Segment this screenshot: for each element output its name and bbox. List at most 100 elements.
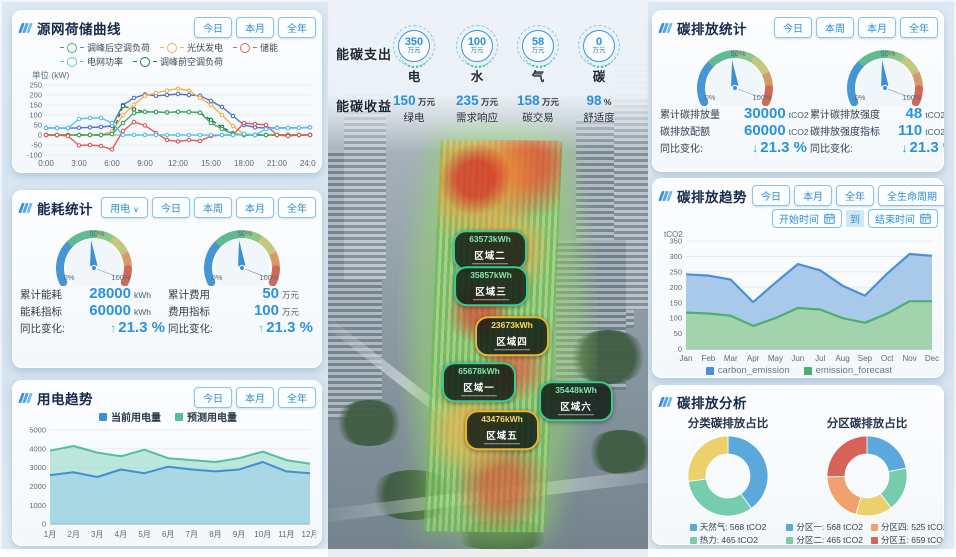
expense-label: 能碳支出 <box>336 47 393 62</box>
svg-text:0: 0 <box>678 345 682 354</box>
panel-title-icon <box>658 397 673 407</box>
panel-carbon-trend: 碳排放趋势 今日 本月 全年 全生命周期 开始时间 到 结束时间 tCO2 350 300… <box>652 178 944 378</box>
filter-button-今日[interactable]: 今日 <box>194 387 232 408</box>
end-date-input[interactable]: 结束时间 <box>868 209 938 228</box>
legend-item-分区五[interactable]: 分区五: 659 tCO2 <box>871 534 944 545</box>
svg-text:Sep: Sep <box>858 354 873 363</box>
filter-button-全年[interactable]: 全年 <box>278 197 316 218</box>
start-date-input[interactable]: 开始时间 <box>772 209 842 228</box>
legend-item-天然气[interactable]: 天然气: 568 tCO2 <box>689 521 766 533</box>
expense-circle-水: 100 万元 <box>455 25 499 70</box>
panel-power-trend: 用电趋势 今日 本月 全年 当前用电量 预测用电量 5000 4000 3000 2000 1… <box>12 380 322 546</box>
panel-title-icon <box>18 392 33 403</box>
panel-title: 源网荷储曲线 <box>37 21 121 37</box>
stat-row: 累计能耗 28000 kWh <box>20 285 151 302</box>
donut-chart <box>687 435 769 517</box>
time-filter-buttons: 今日 本月 全年 <box>194 387 316 408</box>
gauge-1: 50% 0% 100% 累计费用 50 万元 费用指标 100 万元 同比变化: ↑ 21.3 % <box>168 220 316 337</box>
income-item-碳交易: 158 万元 碳交易 <box>517 93 559 124</box>
legend-item-光伏发电[interactable]: 光伏发电 <box>160 41 223 54</box>
svg-text:9月: 9月 <box>233 530 245 539</box>
svg-text:Nov: Nov <box>903 354 917 363</box>
panel-title: 碳排放趋势 <box>677 189 747 205</box>
legend-item-调峰前空调负荷[interactable]: 调峰前空调负荷 <box>133 55 223 68</box>
filter-button-本月[interactable]: 本月 <box>858 17 896 38</box>
svg-text:tCO2: tCO2 <box>664 230 683 239</box>
legend-item-调峰后空调负荷[interactable]: 调峰后空调负荷 <box>60 41 150 54</box>
trees <box>334 400 404 446</box>
svg-text:0%: 0% <box>212 273 223 282</box>
panel-carbon-stats: 碳排放统计 今日 本周 本月 全年 50% 0% 100% 累计碳排放量 30000 tCO2 碳… <box>652 10 944 172</box>
svg-text:2月: 2月 <box>67 530 79 539</box>
zone-chip-区域二[interactable]: 63573kWh 区域二 <box>453 230 527 270</box>
svg-text:Dec: Dec <box>925 354 939 363</box>
svg-text:3月: 3月 <box>91 530 103 539</box>
svg-text:May: May <box>768 354 783 363</box>
panel-title-icon <box>658 190 673 201</box>
zone-chip-区域六[interactable]: 35448kWh 区域六 <box>539 381 613 421</box>
trend-down-icon: ↓ <box>752 141 759 155</box>
chart-legend: 调峰后空调负荷 光伏发电 储能电网功率 调峰前空调负荷 <box>60 41 316 68</box>
date-range-row: 开始时间 到 结束时间 <box>660 209 938 228</box>
filter-button-本月[interactable]: 本月 <box>236 17 274 38</box>
calendar-icon <box>920 213 931 224</box>
legend-item-预测用电量[interactable]: 预测用电量 <box>175 409 237 424</box>
zone-chip-区域五[interactable]: 43476kWh 区域五 <box>465 410 539 450</box>
yoy-change-row: 同比变化: ↑ 21.3 % <box>168 319 313 336</box>
filter-button-今日[interactable]: 今日 <box>774 17 812 38</box>
filter-button-全年[interactable]: 全年 <box>836 185 874 206</box>
svg-text:5000: 5000 <box>29 426 46 435</box>
time-filter-buttons: 今日 本周 本月 全年 <box>774 17 938 38</box>
expense-circle-气: 58 万元 <box>516 25 560 70</box>
svg-text:100%: 100% <box>111 273 131 282</box>
trees <box>586 430 648 474</box>
expense-category-label: 气 <box>531 70 545 84</box>
filter-button-全年[interactable]: 全年 <box>900 17 938 38</box>
zone-chip-区域四[interactable]: 23673kWh 区域四 <box>475 316 549 356</box>
legend-item-分区一[interactable]: 分区一: 568 tCO2 <box>786 521 863 533</box>
legend-item-当前用电量[interactable]: 当前用电量 <box>99 409 161 424</box>
legend-item-分区二[interactable]: 分区二: 465 tCO2 <box>786 534 863 545</box>
legend-item-热力[interactable]: 热力: 465 tCO2 <box>689 534 767 545</box>
income-label: 能碳收益 <box>336 99 393 114</box>
dotted-arc <box>462 34 494 68</box>
dotted-arc <box>523 34 555 68</box>
svg-text:100%: 100% <box>752 93 772 102</box>
filter-button-本周[interactable]: 本周 <box>194 197 232 218</box>
zone-chip-区域三[interactable]: 35857kWh 区域三 <box>454 266 528 306</box>
svg-text:3:00: 3:00 <box>71 159 87 168</box>
energy-type-select[interactable]: 用电 ∨ <box>101 197 148 218</box>
trend-up-icon: ↑ <box>110 321 117 335</box>
legend-item-分区四[interactable]: 分区四: 525 tCO2 <box>871 521 944 533</box>
filter-button-全生命周期[interactable]: 全生命周期 <box>878 185 944 206</box>
filter-button-今日[interactable]: 今日 <box>152 197 190 218</box>
filter-button-今日[interactable]: 今日 <box>194 17 232 38</box>
filter-button-本周[interactable]: 本周 <box>816 17 854 38</box>
zone-chip-区域一[interactable]: 65678kWh 区域一 <box>442 362 516 402</box>
chevron-down-icon: ∨ <box>133 205 139 214</box>
svg-text:50%: 50% <box>89 229 104 238</box>
filter-button-全年[interactable]: 全年 <box>278 17 316 38</box>
calendar-icon <box>824 213 835 224</box>
legend-item-emission_forecast[interactable]: emission_forecast <box>803 365 892 376</box>
svg-text:Jan: Jan <box>680 354 693 363</box>
filter-button-今日[interactable]: 今日 <box>752 185 790 206</box>
filter-button-本月[interactable]: 本月 <box>236 387 274 408</box>
filter-button-本月[interactable]: 本月 <box>236 197 274 218</box>
svg-text:21:00: 21:00 <box>267 159 288 168</box>
svg-text:200: 200 <box>29 91 42 100</box>
svg-text:7月: 7月 <box>186 530 198 539</box>
svg-text:200: 200 <box>669 283 682 292</box>
panel-title: 碳排放分析 <box>677 396 747 411</box>
legend-item-电网功率[interactable]: 电网功率 <box>60 55 123 68</box>
svg-text:150: 150 <box>669 298 682 307</box>
filter-button-全年[interactable]: 全年 <box>278 387 316 408</box>
svg-text:Oct: Oct <box>881 354 894 363</box>
svg-text:0%: 0% <box>64 273 75 282</box>
legend-item-carbon_emission[interactable]: carbon_emission <box>705 365 790 376</box>
filter-button-本月[interactable]: 本月 <box>794 185 832 206</box>
legend-item-储能[interactable]: 储能 <box>233 41 278 54</box>
